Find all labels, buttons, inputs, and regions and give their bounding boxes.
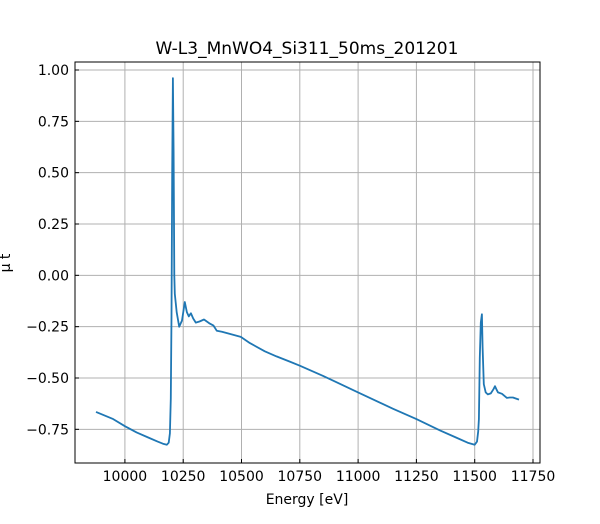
series-line-mu_t [95,77,520,446]
x-tick-label: 10500 [219,469,264,485]
x-axis-label: Energy [eV] [266,492,349,508]
x-tick-label: 10000 [103,469,148,485]
series-layer [95,77,520,446]
y-tick-label: 0.50 [38,166,69,182]
x-tick-label: 11250 [394,469,439,485]
ticks: 10000 10250 10500 10750 11000 11250 11500 11750… [26,63,555,485]
y-tick-label: 0.25 [38,217,69,233]
y-tick-label: −0.25 [26,320,69,336]
x-tick-label: 10250 [161,469,206,485]
chart-title: W-L3_MnWO4_Si311_50ms_201201 [156,39,459,59]
x-tick-label: 10750 [278,469,323,485]
grid [75,62,540,463]
y-tick-label: 0.00 [38,268,69,284]
y-tick-label: −0.75 [26,422,69,438]
x-tick-label: 11500 [452,469,497,485]
y-axis-label: μ t [0,253,14,272]
x-tick-label: 11000 [336,469,381,485]
y-tick-label: 0.75 [38,114,69,130]
x-tick-label: 11750 [511,469,556,485]
y-tick-label: −0.50 [26,371,69,387]
y-tick-label: 1.00 [38,63,69,79]
axes-frame [74,61,541,464]
